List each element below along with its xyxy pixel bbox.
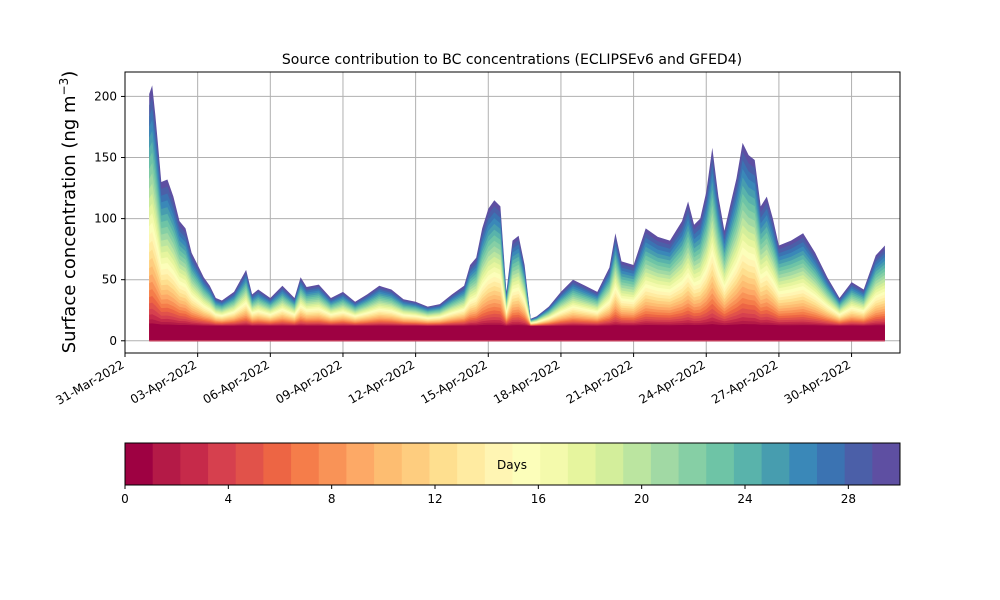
colorbar-cell [650,443,680,485]
colorbar-cell [872,443,901,485]
colorbar-label: Days [497,458,527,472]
colorbar-cell [567,443,597,485]
colorbar-frame [124,442,901,486]
y-tick-label: 100 [94,212,117,226]
y-axis-ticks: 0 50 100 150 200 [94,89,125,348]
colorbar-tick-label: 12 [427,492,442,506]
colorbar-cell [761,443,790,485]
colorbar-cell [457,443,486,485]
colorbar-cell [733,443,763,485]
colorbar-cell [540,443,569,485]
colorbar-cell [235,443,264,485]
colorbar-cell [125,443,154,485]
colorbar-cell [263,443,292,485]
colorbar-ticks: 0 4 8 12 16 20 24 28 [121,485,856,506]
colorbar-tick-label: 28 [841,492,856,506]
stacked-areas [149,85,885,341]
colorbar-cell [844,443,873,485]
colorbar-cell [595,443,624,485]
y-axis-label-superscript: −3 [57,78,71,96]
colorbar-tick-label: 24 [737,492,752,506]
colorbar-cell [180,443,209,485]
colorbar-cell [678,443,707,485]
y-tick-label: 150 [94,151,117,165]
colorbar-cell [152,443,181,485]
chart-title: Source contribution to BC concentrations… [282,52,742,68]
colorbar: Days 0 4 8 12 16 20 24 28 [121,442,901,506]
colorbar-cells [125,443,901,485]
colorbar-tick-label: 4 [225,492,233,506]
colorbar-cell [346,443,375,485]
colorbar-cell [706,443,735,485]
colorbar-cell [623,443,652,485]
colorbar-cell [318,443,347,485]
colorbar-cell [789,443,818,485]
area-band [149,323,885,341]
colorbar-cell [512,443,541,485]
colorbar-tick-label: 20 [634,492,649,506]
plot-frame [124,71,901,354]
colorbar-cell [291,443,320,485]
colorbar-cell [208,443,237,485]
y-tick-label: 200 [94,89,117,103]
y-tick-label: 50 [102,273,117,287]
y-axis-label-close: ) [59,71,80,78]
y-tick-label: 0 [109,334,117,348]
y-axis-label-main: Surface concentration (ng m [59,95,80,353]
colorbar-tick-label: 16 [531,492,546,506]
y-axis-label: Surface concentration (ng m−3) [57,71,80,354]
colorbar-tick-label: 0 [121,492,129,506]
colorbar-cell [429,443,458,485]
colorbar-cell [401,443,430,485]
colorbar-cell [484,443,513,485]
colorbar-cell [816,443,846,485]
colorbar-cell [374,443,403,485]
colorbar-tick-label: 8 [328,492,336,506]
